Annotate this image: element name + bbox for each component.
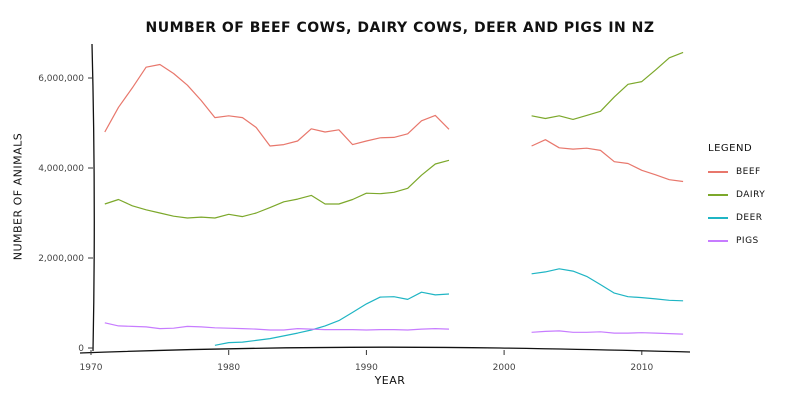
legend-swatch-deer [708, 216, 728, 219]
series-line-dairy-2 [531, 51, 684, 120]
x-tick-label: 1980 [217, 363, 240, 373]
y-tick-label: 0 [78, 344, 84, 354]
series-line-deer-2 [531, 268, 684, 302]
legend-swatch-beef [708, 170, 728, 173]
legend-item-dairy: DAIRY [708, 183, 765, 206]
legend: LEGEND BEEF DAIRY DEER PIGS [708, 143, 765, 252]
series-line-dairy-1 [104, 159, 450, 219]
x-tick-label: 1970 [80, 363, 103, 373]
legend-label-deer: DEER [736, 212, 763, 223]
y-axis-line [91, 43, 95, 352]
x-tick-label: 1990 [355, 363, 378, 373]
y-tick-label: 6,000,000 [38, 74, 84, 84]
chart-title: NUMBER OF BEEF COWS, DAIRY COWS, DEER AN… [145, 20, 655, 36]
legend-item-beef: BEEF [708, 160, 765, 183]
series-line-pigs-1 [104, 322, 450, 331]
legend-item-pigs: PIGS [708, 229, 765, 252]
x-tick-label: 2000 [493, 363, 516, 373]
series-line-beef-2 [531, 139, 684, 183]
y-tick-label: 2,000,000 [38, 254, 84, 264]
x-tick-label: 2010 [630, 363, 653, 373]
legend-title: LEGEND [708, 143, 753, 154]
x-axis-line [79, 346, 691, 354]
x-axis-label: YEAR [374, 374, 406, 387]
legend-item-deer: DEER [708, 206, 765, 229]
legend-swatch-pigs [708, 239, 728, 242]
legend-label-beef: BEEF [736, 166, 761, 177]
series-line-deer-1 [214, 291, 450, 346]
legend-label-pigs: PIGS [736, 235, 759, 246]
y-tick-label: 4,000,000 [38, 164, 84, 174]
series-line-beef-1 [104, 63, 450, 147]
series-line-pigs-2 [531, 330, 684, 335]
legend-swatch-dairy [708, 193, 728, 196]
legend-label-dairy: DAIRY [736, 189, 766, 200]
